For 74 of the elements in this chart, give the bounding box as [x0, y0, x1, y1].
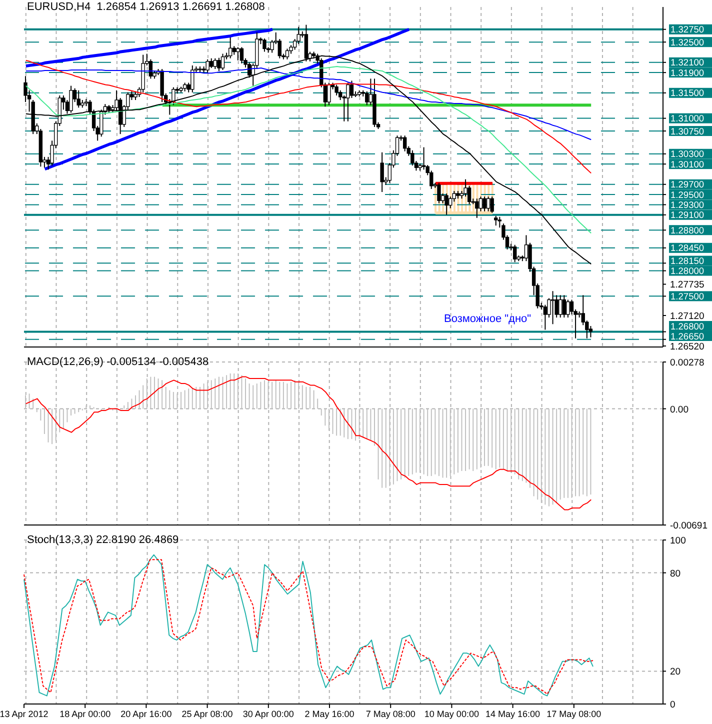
- candlestick: [380, 152, 384, 192]
- y-tick-label: 1.30750: [670, 126, 704, 136]
- y-tick-label: 1.31900: [670, 68, 704, 78]
- chart-title: Stoch(13,3,3) 22.8190 26.4869: [27, 534, 179, 546]
- y-tick-label: 1.30100: [670, 159, 704, 170]
- y-tick-label: 1.29500: [670, 190, 704, 200]
- y-tick-label: 1.27735: [670, 280, 704, 291]
- y-tick-label: 0.00: [670, 404, 688, 416]
- line-series: [25, 60, 592, 174]
- x-tick-label: 7 May 08:00: [366, 709, 416, 719]
- y-tick-label: 1.29300: [670, 200, 704, 210]
- y-tick-label: 1.31500: [670, 88, 704, 98]
- x-tick-label: 18 Apr 00:00: [60, 709, 111, 719]
- candlestick: [206, 58, 210, 74]
- y-tick-label: 1.28150: [670, 256, 704, 266]
- chart-title: MACD(12,26,9) -0.005134 -0.005438: [27, 356, 209, 368]
- y-tick-label: -0.00691: [670, 520, 708, 532]
- candlestick: [334, 84, 338, 96]
- y-tick-label: 1.32100: [670, 58, 704, 68]
- y-tick-label: 1.26800: [670, 321, 704, 332]
- candlestick: [285, 48, 290, 60]
- y-tick-label: 1.29100: [670, 210, 704, 220]
- candlestick: [558, 294, 562, 318]
- y-tick-label: 0: [670, 700, 676, 710]
- x-tick-label: 2 May 16:00: [304, 709, 354, 719]
- y-tick-label: 1.26650: [670, 331, 704, 342]
- y-tick-label: 1.28450: [670, 243, 704, 254]
- candlestick: [346, 82, 350, 122]
- y-tick-label: 1.29700: [670, 180, 704, 190]
- candlestick: [350, 80, 354, 98]
- x-tick-label: 10 May 00:00: [424, 709, 479, 719]
- y-tick-label: 1.27500: [670, 291, 704, 302]
- candlestick: [228, 36, 232, 59]
- y-tick-label: 0.00278: [670, 358, 704, 368]
- candlestick: [236, 46, 240, 61]
- y-tick-label: 1.32750: [670, 24, 704, 35]
- y-tick-label: 100: [670, 536, 686, 546]
- x-tick-label: 13 Apr 2012: [0, 709, 48, 719]
- candlestick: [512, 244, 517, 263]
- line-series: [24, 28, 274, 68]
- y-tick-label: 1.27120: [670, 310, 704, 322]
- candlestick: [566, 299, 570, 318]
- y-tick-label: 20: [670, 666, 681, 678]
- y-tick-label: 1.28800: [670, 225, 704, 236]
- x-tick-label: 25 Apr 08:00: [182, 709, 233, 719]
- y-tick-label: 1.30300: [670, 149, 704, 160]
- x-tick-label: 17 May 08:00: [546, 709, 602, 719]
- candlestick: [494, 215, 498, 226]
- candlestick: [217, 57, 221, 72]
- x-tick-label: 30 Apr 00:00: [242, 709, 294, 719]
- x-tick-label: 14 May 16:00: [486, 709, 540, 719]
- candlestick: [562, 294, 566, 318]
- y-tick-label: 1.26520: [670, 341, 704, 352]
- candlestick: [240, 46, 244, 64]
- line-series: [25, 66, 592, 234]
- candlestick: [76, 90, 80, 108]
- chart-title: EURUSD,H4 1.26854 1.26913 1.26691 1.26808: [27, 1, 265, 13]
- candlestick: [262, 38, 266, 52]
- candlestick: [327, 82, 331, 106]
- candlestick: [210, 58, 214, 68]
- candlestick: [410, 150, 414, 166]
- x-tick-label: 20 Apr 16:00: [120, 709, 172, 719]
- y-tick-label: 80: [670, 568, 681, 580]
- candlestick: [213, 58, 218, 70]
- line-series: [25, 376, 592, 510]
- candlestick: [220, 53, 225, 71]
- candlestick: [550, 290, 555, 325]
- annotation: Возможное "дно": [444, 313, 532, 325]
- candlestick: [190, 64, 194, 93]
- y-tick-label: 1.28000: [670, 266, 704, 276]
- candlestick: [69, 85, 73, 114]
- y-tick-label: 1.32500: [670, 37, 704, 48]
- y-tick-label: 1.31000: [670, 114, 704, 124]
- candlestick: [402, 135, 407, 152]
